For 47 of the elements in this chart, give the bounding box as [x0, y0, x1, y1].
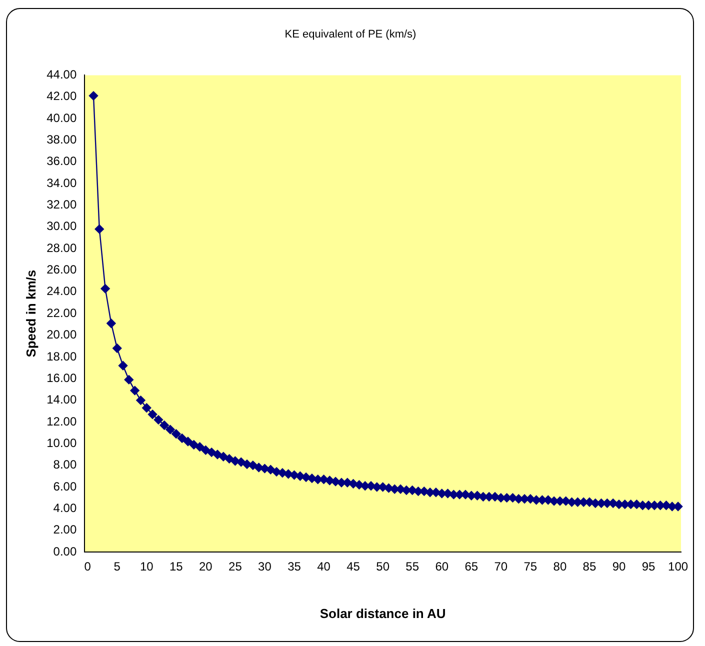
x-tick-label: 50 [376, 560, 390, 574]
y-tick-label: 20.00 [46, 328, 77, 342]
y-tick-label: 28.00 [46, 240, 77, 255]
y-tick-label: 36.00 [46, 154, 77, 168]
x-tick-label: 100 [668, 560, 688, 574]
y-tick-label: 40.00 [46, 110, 77, 125]
y-tick-label: 2.00 [53, 522, 77, 537]
y-tick-label: 26.00 [46, 262, 77, 277]
y-tick-label: 44.00 [46, 68, 77, 82]
x-tick-label: 35 [288, 560, 302, 574]
x-tick-label: 10 [140, 560, 154, 574]
y-tick-label: 24.00 [46, 284, 77, 298]
x-tick-label: 95 [642, 560, 656, 574]
y-tick-label: 34.00 [46, 176, 77, 190]
y-tick-label: 30.00 [46, 219, 77, 234]
y-tick-label: 12.00 [46, 414, 77, 428]
y-tick-label: 6.00 [53, 479, 77, 494]
chart-title: KE equivalent of PE (km/s) [284, 28, 416, 41]
y-tick-label: 8.00 [53, 458, 77, 472]
x-tick-label: 85 [582, 560, 596, 574]
x-tick-label: 70 [494, 560, 508, 574]
x-tick-label: 20 [198, 560, 213, 574]
y-tick-label: 4.00 [53, 500, 77, 515]
x-axis-title: Solar distance in AU [320, 606, 446, 621]
y-tick-label: 10.00 [46, 436, 77, 450]
x-tick-label: 5 [114, 560, 121, 574]
x-tick-label: 55 [406, 560, 420, 574]
x-tick-label: 60 [435, 560, 449, 574]
y-tick-label: 32.00 [46, 198, 77, 212]
x-tick-label: 0 [84, 560, 92, 574]
x-tick-label: 75 [524, 560, 538, 574]
y-tick-label: 14.00 [46, 392, 77, 407]
y-tick-label: 18.00 [46, 349, 77, 364]
x-tick-label: 30 [258, 560, 272, 574]
y-axis-title: Speed in km/s [23, 270, 38, 358]
y-tick-label: 42.00 [46, 89, 77, 104]
x-tick-label: 25 [228, 560, 242, 574]
y-tick-label: 22.00 [46, 306, 77, 320]
x-tick-label: 65 [464, 560, 478, 574]
y-tick-label: 0.00 [53, 544, 77, 558]
x-tick-label: 40 [317, 560, 331, 574]
x-tick-label: 15 [169, 560, 184, 574]
x-tick-label: 45 [346, 560, 360, 574]
x-tick-label: 80 [553, 560, 567, 574]
x-tick-label: 90 [612, 560, 626, 574]
y-tick-label: 16.00 [46, 370, 77, 385]
y-tick-label: 38.00 [46, 132, 77, 147]
